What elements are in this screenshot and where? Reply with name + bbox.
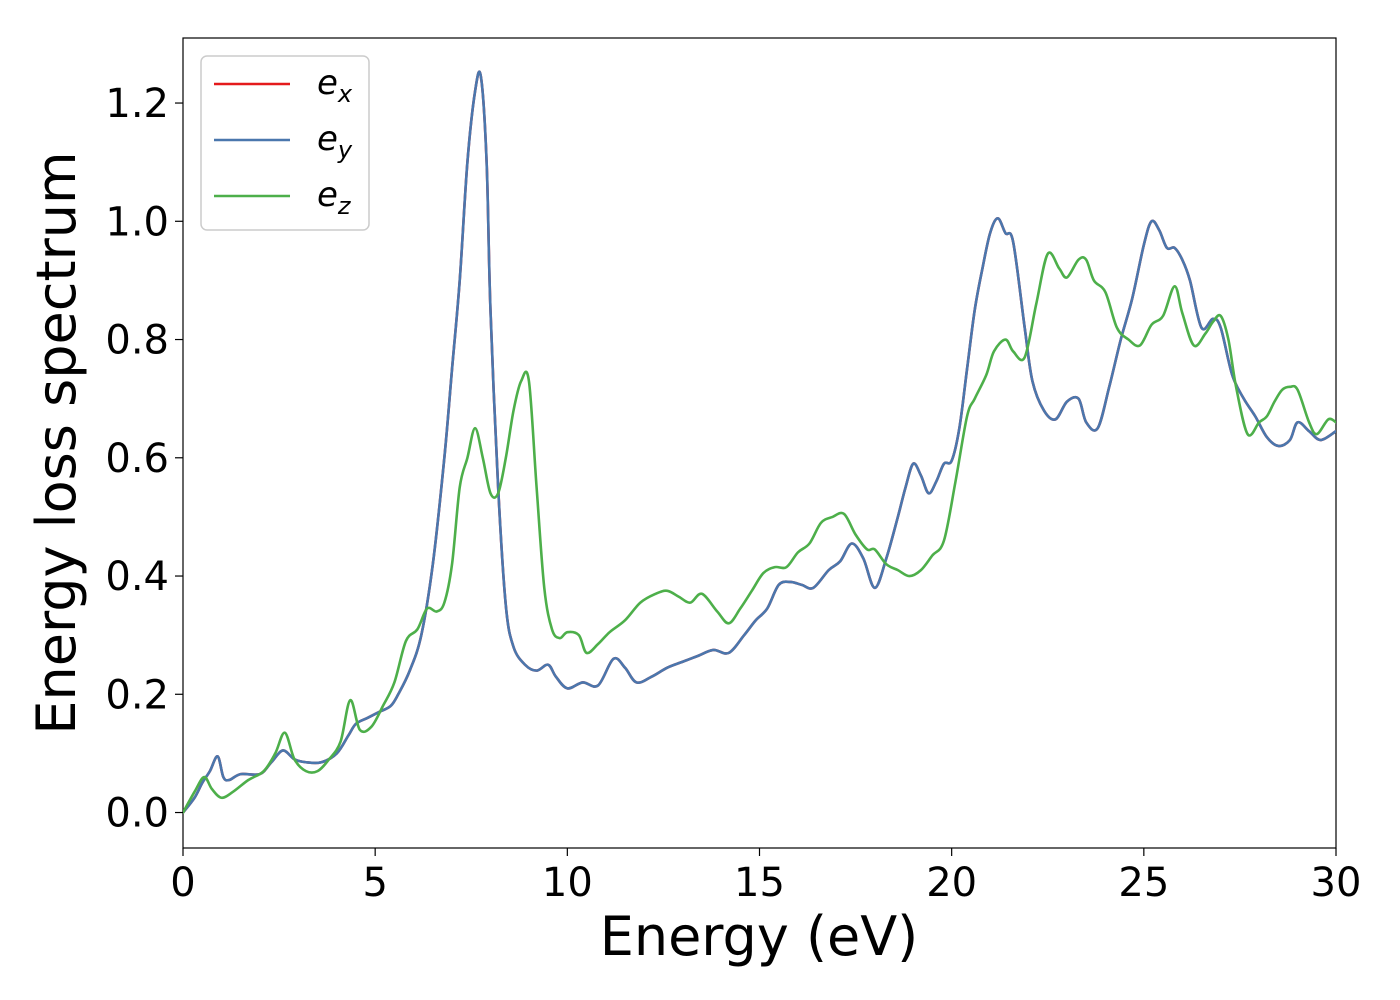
- y-tick-label: 0.4: [105, 554, 169, 600]
- x-tick-label: 10: [542, 860, 593, 906]
- series-line-z: [183, 251, 1336, 814]
- y-axis-label: Energy loss spectrum: [25, 151, 88, 734]
- legend-frame: [200, 55, 370, 231]
- x-tick-label: 15: [734, 860, 785, 906]
- y-tick-label: 0.6: [105, 436, 169, 482]
- y-tick-label: 1.0: [105, 199, 169, 245]
- y-tick-label: 1.2: [105, 81, 169, 127]
- y-tick-label: 0.0: [105, 791, 169, 837]
- x-axis: 0 5 10 15 20 25 30: [170, 848, 1361, 906]
- x-tick-label: 30: [1311, 860, 1362, 906]
- x-tick-label: 0: [170, 860, 195, 906]
- x-tick-label: 5: [362, 860, 387, 906]
- series-line-y: [183, 70, 1336, 814]
- y-tick-label: 0.2: [105, 672, 169, 718]
- series-layer: [183, 70, 1336, 814]
- x-tick-label: 20: [926, 860, 977, 906]
- x-tick-label: 25: [1118, 860, 1169, 906]
- x-axis-label: Energy (eV): [600, 905, 919, 968]
- y-axis: 0.0 0.2 0.4 0.6 0.8 1.0 1.2: [105, 81, 183, 837]
- y-tick-label: 0.8: [105, 318, 169, 364]
